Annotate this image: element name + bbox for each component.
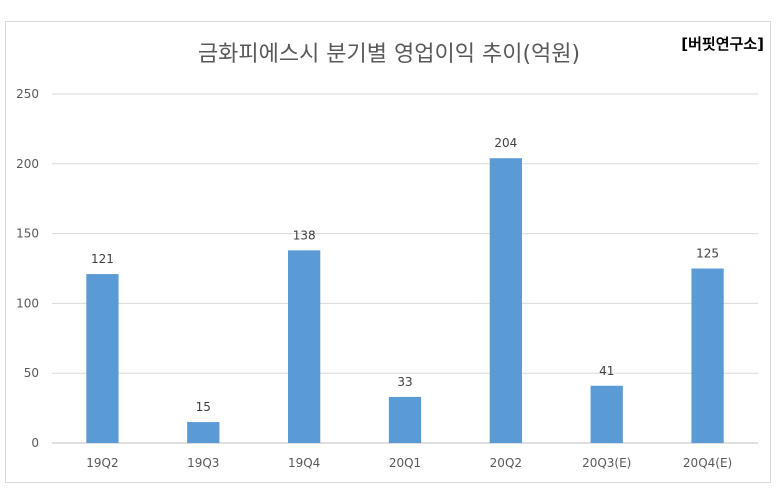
bar [489, 158, 522, 443]
y-tick-label: 200 [16, 157, 39, 171]
bar [691, 268, 724, 443]
y-tick-label: 250 [16, 87, 39, 101]
chart-title: 금화피에스시 분기별 영업이익 추이(억원) [197, 42, 581, 67]
chart-frame [5, 21, 771, 483]
data-label: 121 [91, 252, 114, 266]
y-tick-label: 50 [24, 366, 39, 380]
y-tick-label: 150 [16, 227, 39, 241]
source-label: [버핏연구소] [681, 35, 764, 53]
x-tick-label: 20Q2 [490, 456, 522, 470]
bar [86, 274, 119, 443]
x-tick-label: 20Q1 [389, 456, 421, 470]
x-tick-label: 20Q4(E) [683, 456, 732, 470]
x-tick-label: 19Q2 [86, 456, 118, 470]
data-label: 204 [494, 136, 517, 150]
y-tick-label: 0 [31, 436, 39, 450]
bar [187, 422, 220, 443]
bar [288, 250, 321, 443]
data-label: 138 [293, 228, 316, 242]
data-label: 125 [696, 247, 719, 261]
x-tick-label: 19Q4 [288, 456, 320, 470]
y-tick-label: 100 [16, 296, 39, 310]
data-label: 41 [599, 364, 614, 378]
x-tick-label: 20Q3(E) [582, 456, 631, 470]
data-label: 15 [196, 400, 211, 414]
data-label: 33 [397, 375, 412, 389]
x-tick-label: 19Q3 [187, 456, 219, 470]
bar [590, 385, 623, 443]
bar [388, 396, 422, 443]
